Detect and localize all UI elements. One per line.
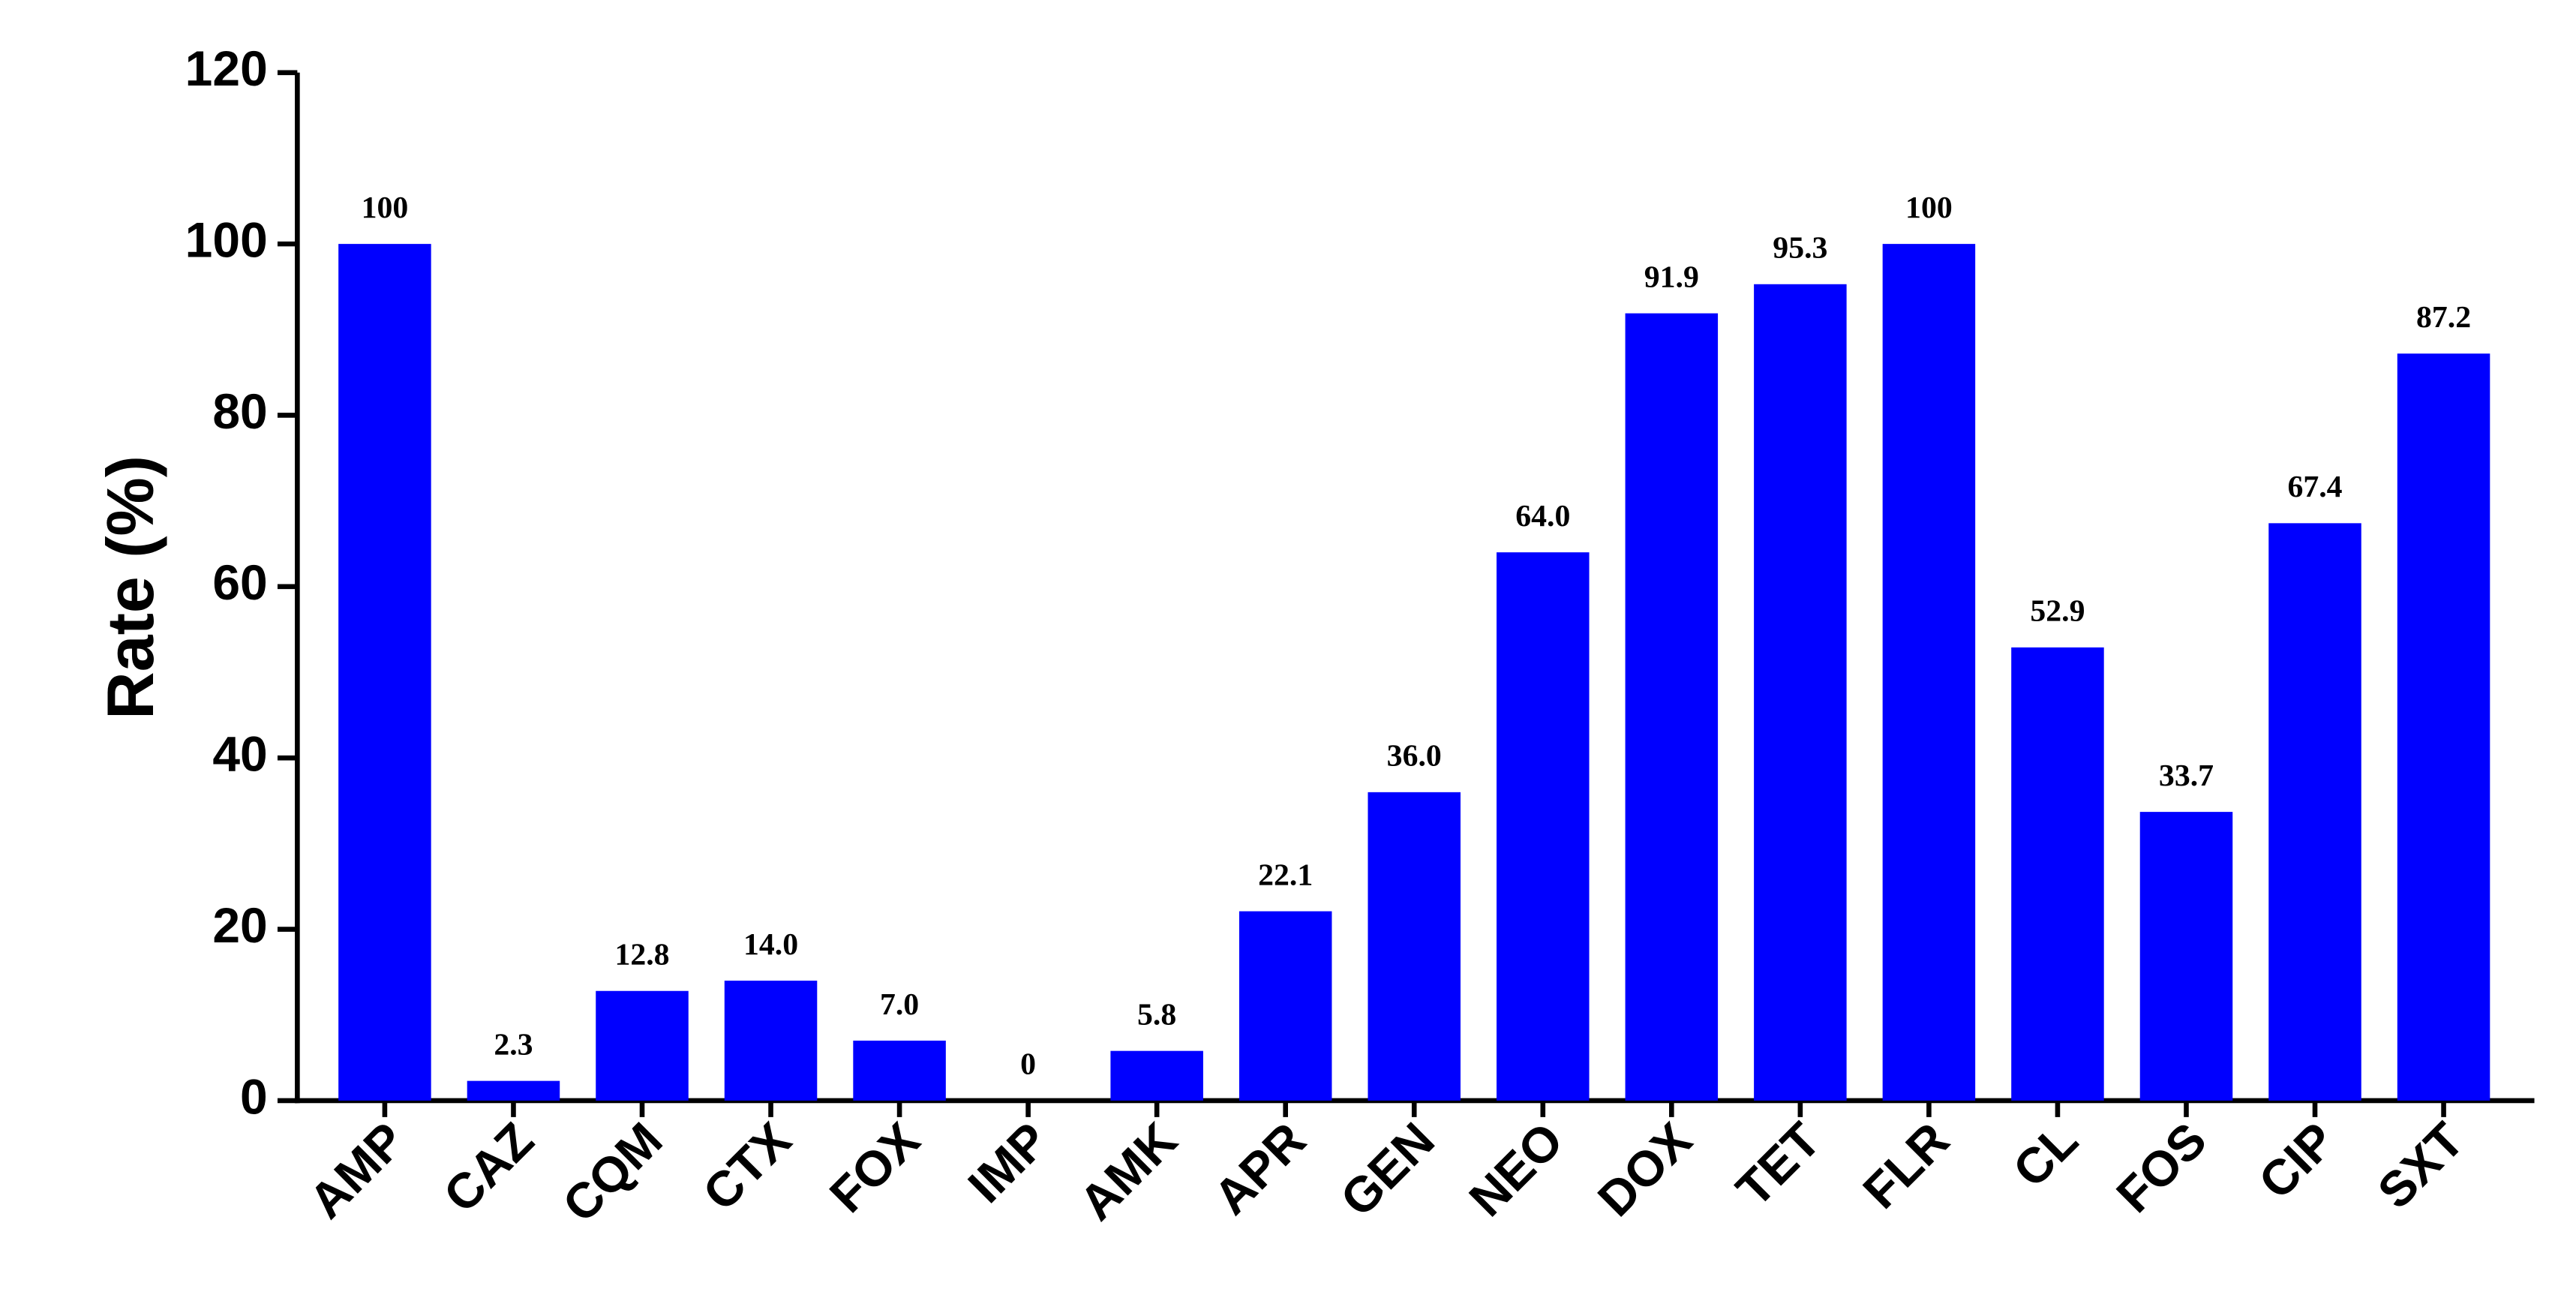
value-label: 7.0 — [880, 987, 919, 1022]
y-tick-label: 80 — [212, 383, 267, 439]
x-tick-label: NEO — [1458, 1112, 1573, 1227]
x-tick-label: AMK — [1068, 1111, 1187, 1230]
value-label: 2.3 — [494, 1027, 533, 1062]
y-tick-label: 20 — [212, 897, 267, 953]
x-tick-label: FOX — [819, 1112, 930, 1223]
x-tick-label: DOX — [1587, 1112, 1702, 1227]
value-label: 0 — [1020, 1047, 1036, 1082]
bar — [596, 990, 689, 1101]
x-tick-label: CQM — [552, 1112, 673, 1233]
x-tick-label: CL — [2002, 1112, 2088, 1198]
bar — [2139, 812, 2233, 1101]
x-tick-label: CIP — [2248, 1112, 2346, 1209]
value-label: 5.8 — [1137, 997, 1176, 1032]
x-tick-label: CTX — [692, 1112, 802, 1221]
x-tick-label: AMP — [299, 1112, 416, 1229]
value-label: 95.3 — [1773, 231, 1827, 266]
bar — [853, 1040, 946, 1101]
x-tick-label: CAZ — [433, 1112, 544, 1223]
value-label: 33.7 — [2159, 759, 2214, 793]
bar — [724, 981, 818, 1101]
bar — [1754, 284, 1847, 1101]
bar — [1110, 1050, 1203, 1101]
bar — [2397, 353, 2490, 1101]
value-label: 12.8 — [614, 938, 669, 972]
value-label: 64.0 — [1515, 499, 1570, 533]
x-tick-label: SXT — [2367, 1112, 2474, 1219]
y-tick-label: 100 — [185, 212, 268, 268]
value-label: 22.1 — [1258, 858, 1313, 892]
value-label: 36.0 — [1387, 739, 1442, 774]
y-axis-label: Rate (%) — [93, 455, 167, 720]
value-label: 67.4 — [2287, 470, 2342, 504]
x-tick-label: GEN — [1330, 1112, 1445, 1227]
value-label: 52.9 — [2030, 594, 2085, 629]
x-tick-label: FLR — [1852, 1112, 1959, 1219]
y-tick-label: 60 — [212, 554, 267, 610]
y-tick-label: 40 — [212, 726, 267, 782]
x-tick-label: APR — [1203, 1112, 1317, 1225]
bar — [1625, 313, 1719, 1101]
value-label: 87.2 — [2416, 300, 2471, 335]
bar — [1368, 792, 1461, 1101]
x-tick-label: TET — [1725, 1112, 1830, 1217]
bar — [338, 244, 431, 1101]
bar — [2268, 523, 2361, 1101]
value-label: 14.0 — [743, 927, 798, 962]
x-tick-label: FOS — [2106, 1112, 2217, 1223]
value-label: 100 — [1905, 191, 1953, 225]
bar — [1882, 244, 1976, 1101]
bar — [2011, 647, 2104, 1101]
y-tick-label: 120 — [185, 41, 268, 96]
y-tick-label: 0 — [240, 1068, 268, 1124]
x-tick-label: IMP — [957, 1112, 1058, 1213]
value-label: 91.9 — [1644, 260, 1699, 294]
bar — [1238, 911, 1332, 1101]
bar — [1497, 552, 1590, 1101]
value-label: 100 — [362, 191, 409, 225]
bar — [467, 1080, 560, 1101]
